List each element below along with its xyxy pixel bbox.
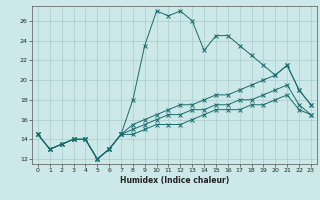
X-axis label: Humidex (Indice chaleur): Humidex (Indice chaleur) (120, 176, 229, 185)
